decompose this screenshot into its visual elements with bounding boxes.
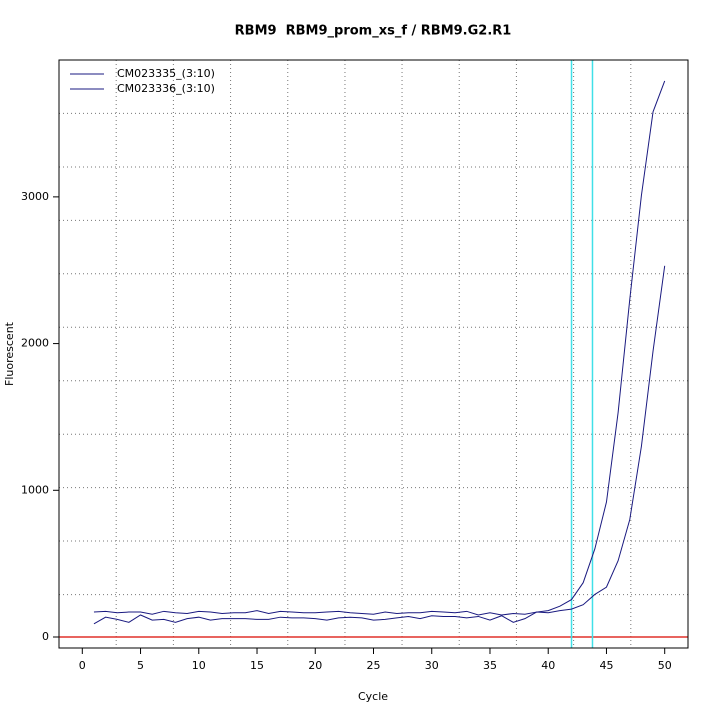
y-tick-label: 3000 [21,190,49,203]
legend-label: CM023335_(3:10) [117,67,215,80]
series-line [93,265,666,625]
y-axis-label: Fluorescent [3,321,16,386]
x-tick-label: 20 [308,659,322,672]
x-tick-label: 15 [250,659,264,672]
x-tick-label: 10 [192,659,206,672]
x-tick-label: 5 [137,659,144,672]
plot-frame [58,59,689,649]
x-axis-label: Cycle [358,690,388,703]
y-tick-label: 2000 [21,337,49,350]
x-tick-label: 45 [599,659,613,672]
x-tick-label: 50 [658,659,672,672]
x-tick-label: 35 [483,659,497,672]
chart-title: RBM9 RBM9_prom_xs_f / RBM9.G2.R1 [235,24,512,39]
y-tick-label: 0 [42,630,49,643]
x-tick-label: 25 [367,659,381,672]
x-tick-label: 40 [541,659,555,672]
legend-label: CM023336_(3:10) [117,82,215,95]
x-tick-label: 30 [425,659,439,672]
x-tick-label: 0 [79,659,86,672]
series-line [93,80,666,616]
y-tick-label: 1000 [21,483,49,496]
